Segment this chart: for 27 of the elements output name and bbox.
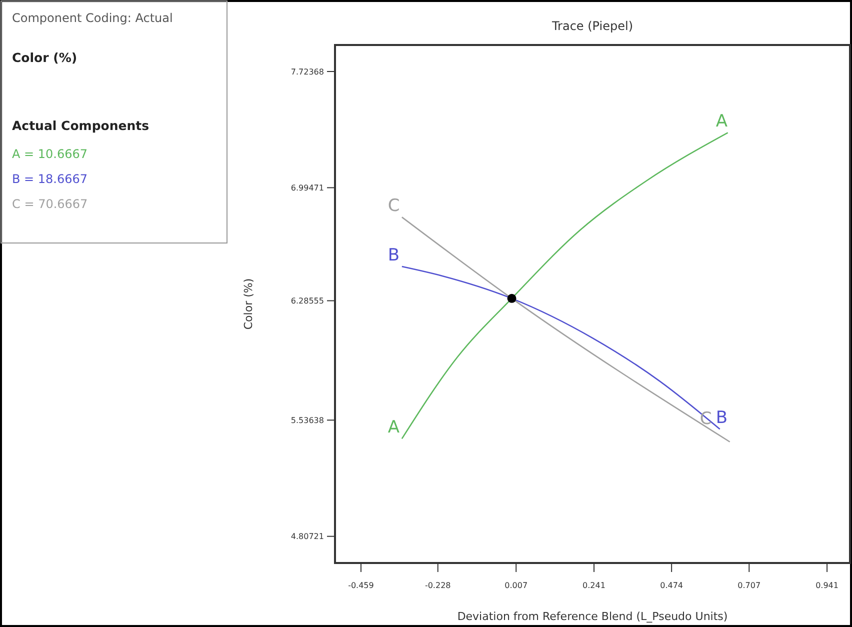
text: Color (%)	[12, 50, 78, 65]
x-axis-title: Deviation from Reference Blend (L_Pseudo Units)	[457, 610, 728, 623]
text: C = 70.6667	[12, 197, 88, 211]
y-tick-label: 5.53638	[290, 416, 324, 425]
text: Actual Components	[12, 118, 150, 133]
y-axis-title: Color (%)	[242, 278, 255, 330]
y-tick-label: 6.99471	[290, 183, 324, 192]
series-label: B	[716, 408, 728, 428]
line-series	[401, 132, 728, 440]
chart-title: Trace (Piepel)	[550, 19, 634, 33]
x-tick-label: 0.474	[660, 581, 684, 590]
text: A = 10.6667	[12, 147, 88, 161]
text: B	[388, 246, 400, 266]
series-label: A	[716, 112, 728, 132]
y-tick-label: 6.28555	[290, 296, 324, 306]
text: B = 18.6667	[12, 172, 88, 186]
x-tick-label: 0.941	[816, 581, 838, 590]
x-tick-label: 0.241	[582, 581, 606, 590]
x-tick-label: -0.459	[348, 581, 374, 590]
x-tick-label: -0.228	[424, 581, 451, 590]
x-tick-label: 0.707	[738, 581, 761, 590]
text: A	[388, 418, 400, 438]
y-tick-label: 4.80721	[290, 532, 324, 542]
x-tick-label: 0.007	[504, 581, 528, 590]
text: Component Coding: Actual	[12, 11, 173, 25]
y-tick-label: 7.72368	[290, 67, 324, 76]
text: C	[388, 196, 400, 216]
